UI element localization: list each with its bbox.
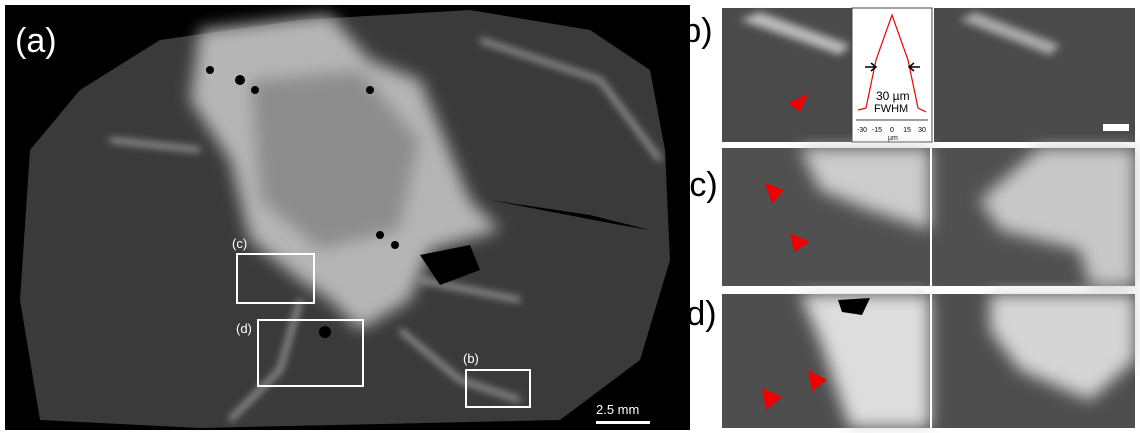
panel-label: (b): [671, 12, 713, 50]
panel-label: (a): [15, 22, 57, 60]
profile-inset: [852, 8, 932, 142]
figure: (a) (c) (d) (b) 2.5 mm (b) 30 µm FWHM -3…: [0, 0, 1140, 433]
scale-bar: [596, 421, 650, 424]
annotation: 30 µm: [876, 89, 910, 103]
roi-label: (b): [463, 351, 479, 366]
x-tick-label: -15: [872, 127, 882, 134]
panel-d: (d): [675, 294, 1135, 428]
x-tick-label: 0: [890, 127, 894, 134]
scale-bar-label: 2.5 mm: [596, 402, 639, 417]
annotation: FWHM: [874, 103, 908, 115]
panel-c: (c): [678, 148, 1135, 286]
roi-label: (c): [232, 236, 247, 251]
x-tick-label: 15: [903, 127, 911, 134]
panel-label: (d): [675, 295, 717, 333]
x-tick-label: 30: [918, 127, 926, 134]
x-tick-label: -30: [857, 127, 867, 134]
panel-a: (a) (c) (d) (b) 2.5 mm: [5, 5, 690, 430]
scale-bar: [1103, 124, 1129, 131]
panel-label: (c): [678, 166, 718, 204]
panel-b: (b) 30 µm FWHM -30 -15 0 15 30 µm: [671, 8, 1135, 142]
x-axis-label: µm: [888, 135, 898, 142]
roi-label: (d): [236, 321, 252, 336]
